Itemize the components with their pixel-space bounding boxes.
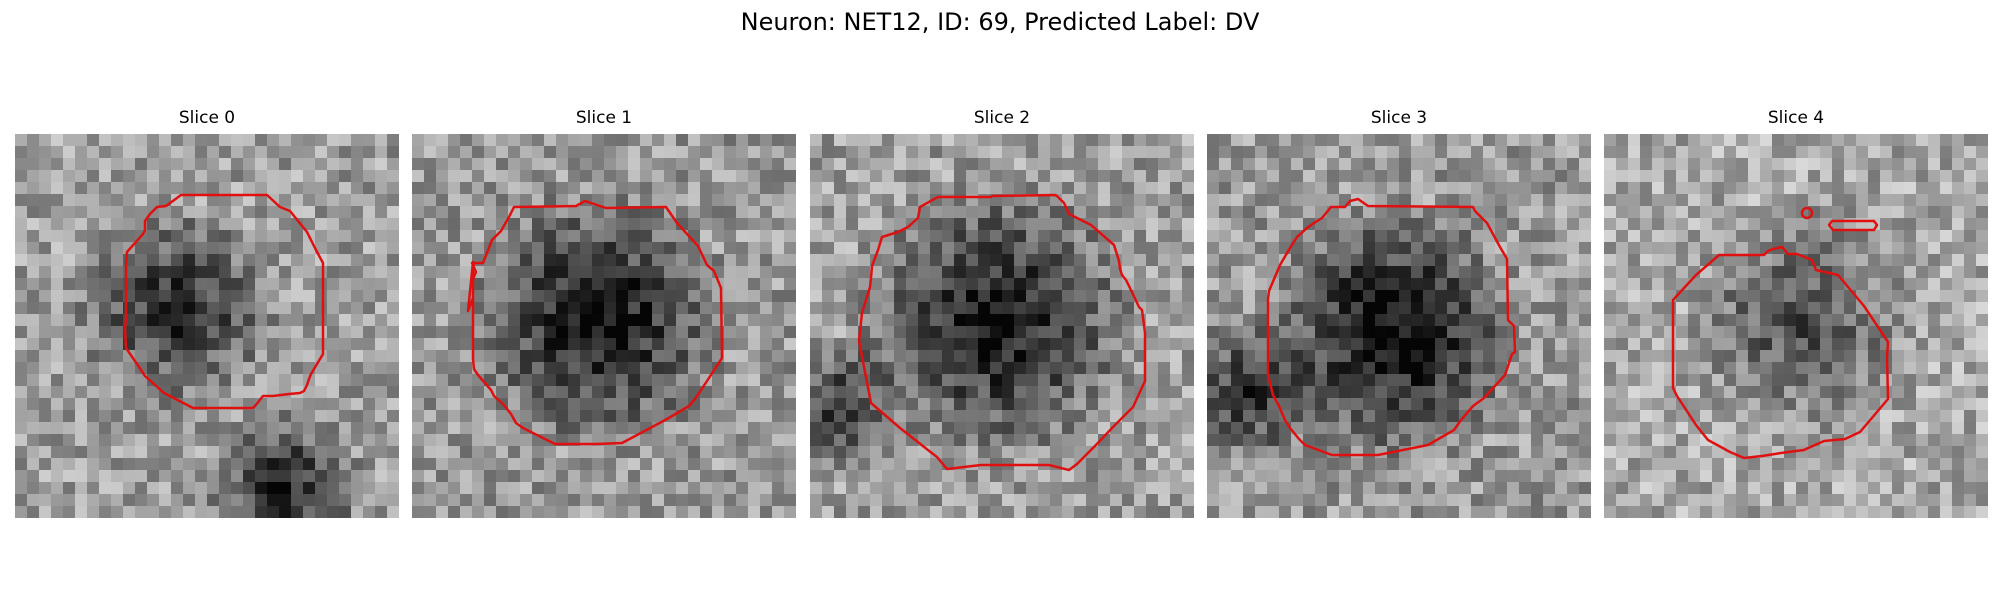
slice-title: Slice 1: [575, 108, 633, 128]
slice-panel-1: Slice 1: [412, 108, 796, 518]
slice-image: [15, 134, 399, 518]
roi-contour: [123, 193, 325, 410]
slice-image: [412, 134, 796, 518]
slice-panel-4: Slice 4: [1604, 108, 1988, 518]
roi-contour-overlay: [857, 193, 1147, 472]
figure-title: Neuron: NET12, ID: 69, Predicted Label: …: [740, 8, 1260, 36]
slice-panel-0: Slice 0: [15, 108, 399, 518]
slice-title: Slice 3: [1370, 108, 1428, 128]
slice-panel-3: Slice 3: [1207, 108, 1591, 518]
slice-image: [1207, 134, 1591, 518]
slice-title: Slice 0: [178, 108, 236, 128]
roi-contour: [466, 199, 724, 446]
roi-contour-overlay: [1266, 197, 1517, 457]
roi-contour: [1671, 245, 1890, 460]
slice-image: [810, 134, 1194, 518]
roi-contour: [1266, 197, 1517, 457]
roi-contour: [857, 193, 1147, 472]
roi-contour-overlay: [1671, 206, 1890, 460]
slice-panel-2: Slice 2: [810, 108, 1194, 518]
slice-title: Slice 4: [1767, 108, 1825, 128]
slice-image: [1604, 134, 1988, 518]
roi-contour-fragment: [1800, 206, 1814, 220]
roi-contour-fragment: [1827, 219, 1879, 232]
slice-title: Slice 2: [973, 108, 1031, 128]
roi-contour-overlay: [123, 193, 325, 410]
roi-contour-overlay: [466, 199, 724, 446]
